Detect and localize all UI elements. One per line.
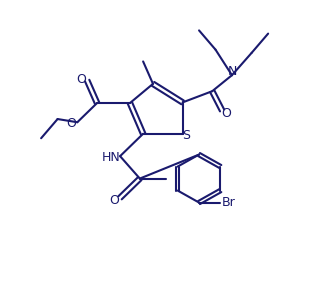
Text: Br: Br <box>222 196 236 209</box>
Text: O: O <box>221 107 231 120</box>
Text: S: S <box>183 129 190 142</box>
Text: N: N <box>227 65 237 78</box>
Text: O: O <box>109 194 119 207</box>
Text: O: O <box>66 117 76 130</box>
Text: O: O <box>76 73 86 86</box>
Text: HN: HN <box>102 151 120 164</box>
